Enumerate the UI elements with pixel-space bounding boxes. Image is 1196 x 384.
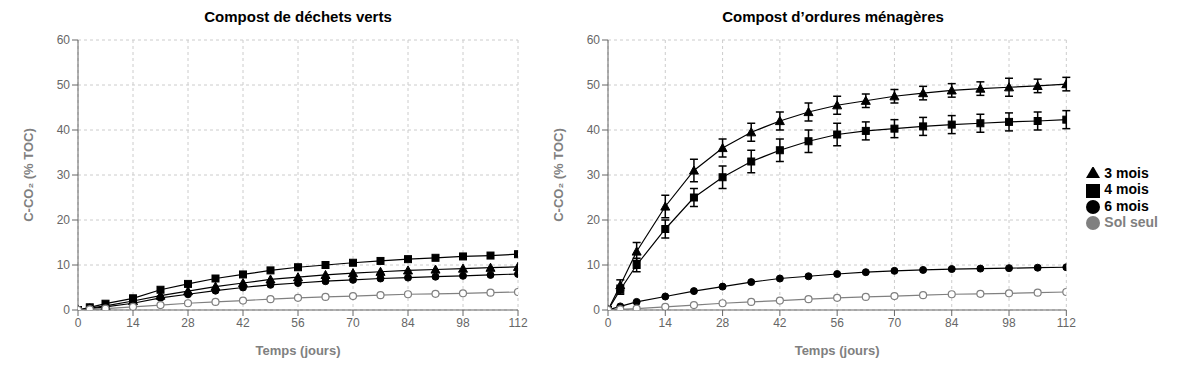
svg-text:0: 0 [605, 316, 612, 330]
svg-text:50: 50 [587, 78, 601, 92]
svg-text:60: 60 [587, 33, 601, 47]
svg-text:60: 60 [57, 33, 71, 47]
html-text:Compost d’ordures ménagères: Compost d’ordures ménagères [722, 8, 944, 25]
svg-text:20: 20 [587, 213, 601, 227]
html-text:Sol seul: Sol seul [1104, 213, 1158, 230]
svg-text:Temps (jours): Temps (jours) [795, 343, 880, 358]
svg-text:70: 70 [888, 316, 902, 330]
svg-text:30: 30 [587, 168, 601, 182]
svg-text:70: 70 [346, 316, 360, 330]
svg-text:14: 14 [126, 316, 140, 330]
svg-text:40: 40 [587, 123, 601, 137]
svg-text:10: 10 [587, 258, 601, 272]
svg-text:30: 30 [57, 168, 71, 182]
svg-text:112: 112 [508, 316, 527, 330]
svg-text:C-CO₂ (% TOC): C-CO₂ (% TOC) [21, 128, 36, 222]
svg-text:28: 28 [181, 316, 195, 330]
svg-text:112: 112 [1057, 316, 1076, 330]
html-text:6 mois: 6 mois [1104, 197, 1149, 214]
svg-text:14: 14 [659, 316, 673, 330]
svg-text:84: 84 [945, 316, 959, 330]
svg-text:Temps (jours): Temps (jours) [256, 343, 341, 358]
svg-text:56: 56 [830, 316, 844, 330]
svg-text:98: 98 [456, 316, 470, 330]
svg-text:50: 50 [57, 78, 71, 92]
svg-text:28: 28 [716, 316, 730, 330]
svg-text:40: 40 [57, 123, 71, 137]
svg-text:C-CO₂ (% TOC): C-CO₂ (% TOC) [551, 128, 566, 222]
svg-text:20: 20 [57, 213, 71, 227]
svg-text:0: 0 [593, 303, 600, 317]
svg-text:56: 56 [291, 316, 305, 330]
svg-text:10: 10 [57, 258, 71, 272]
svg-text:0: 0 [75, 316, 82, 330]
svg-text:84: 84 [401, 316, 415, 330]
svg-text:42: 42 [236, 316, 250, 330]
svg-text:98: 98 [1002, 316, 1016, 330]
svg-text:0: 0 [63, 303, 70, 317]
html-text:Compost de déchets verts: Compost de déchets verts [204, 8, 392, 25]
html-text:3 mois: 3 mois [1104, 164, 1149, 181]
html-text:4 mois: 4 mois [1104, 181, 1149, 198]
svg-text:42: 42 [773, 316, 787, 330]
